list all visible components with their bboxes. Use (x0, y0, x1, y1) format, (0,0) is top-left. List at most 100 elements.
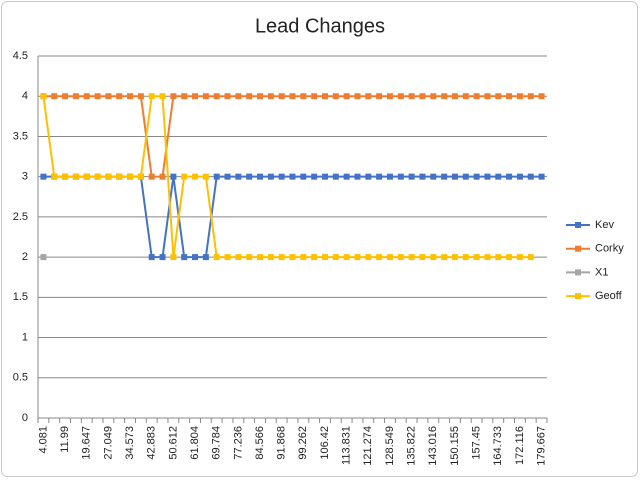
marker (94, 173, 101, 180)
marker (376, 173, 383, 180)
legend-label: Geoff (595, 290, 623, 302)
marker (202, 254, 209, 261)
marker (267, 173, 274, 180)
y-tick-label: 2 (22, 251, 28, 263)
marker (419, 254, 426, 261)
y-tick-label: 0.5 (13, 372, 28, 384)
marker (408, 173, 415, 180)
chart-title: Lead Changes (255, 15, 385, 37)
marker (170, 93, 177, 100)
marker (159, 254, 166, 261)
marker (192, 173, 199, 180)
marker (516, 173, 523, 180)
marker (289, 93, 296, 100)
marker (159, 173, 166, 180)
marker (224, 173, 231, 180)
y-tick-label: 4.5 (13, 50, 28, 62)
marker (202, 93, 209, 100)
marker (506, 254, 513, 261)
marker (137, 93, 144, 100)
marker (311, 93, 318, 100)
legend-marker (575, 269, 581, 276)
x-tick-label: 4.081 (37, 426, 49, 454)
marker (235, 254, 242, 261)
marker (105, 173, 112, 180)
marker (62, 173, 69, 180)
marker (72, 93, 79, 100)
marker (451, 173, 458, 180)
x-tick-label: 179.667 (535, 426, 547, 466)
x-tick-label: 143.016 (427, 426, 439, 466)
marker (116, 173, 123, 180)
marker (51, 173, 58, 180)
marker (148, 173, 155, 180)
marker (419, 173, 426, 180)
marker (343, 173, 350, 180)
marker (354, 173, 361, 180)
marker (159, 93, 166, 100)
marker (332, 254, 339, 261)
marker (40, 173, 47, 180)
x-tick-label: 69.784 (211, 426, 223, 460)
marker (181, 173, 188, 180)
marker (267, 93, 274, 100)
legend-label: Kev (595, 219, 614, 231)
x-tick-label: 113.831 (341, 426, 353, 465)
marker (516, 93, 523, 100)
marker (321, 93, 328, 100)
marker (257, 173, 264, 180)
marker (527, 173, 534, 180)
marker (354, 93, 361, 100)
marker (397, 93, 404, 100)
marker (473, 173, 480, 180)
series-line (42, 95, 531, 259)
marker (213, 93, 220, 100)
marker (495, 254, 502, 261)
marker (181, 93, 188, 100)
marker (365, 254, 372, 261)
x-tick-label: 99.262 (297, 426, 309, 460)
marker (62, 93, 69, 100)
marker (224, 254, 231, 261)
x-tick-label: 34.573 (124, 426, 136, 460)
marker (462, 93, 469, 100)
marker (311, 173, 318, 180)
marker (441, 254, 448, 261)
marker (300, 93, 307, 100)
marker (224, 93, 231, 100)
marker (289, 173, 296, 180)
marker (300, 173, 307, 180)
marker (430, 254, 437, 261)
y-tick-label: 4 (22, 90, 28, 102)
marker (516, 254, 523, 261)
marker (116, 93, 123, 100)
marker (473, 93, 480, 100)
marker (235, 93, 242, 100)
marker (40, 254, 47, 261)
marker (72, 173, 79, 180)
marker (365, 93, 372, 100)
marker (397, 173, 404, 180)
marker (213, 173, 220, 180)
y-tick-label: 1 (22, 331, 28, 343)
marker (538, 173, 545, 180)
marker (538, 93, 545, 100)
marker (441, 93, 448, 100)
marker (462, 254, 469, 261)
x-tick-label: 91.868 (276, 426, 288, 460)
marker (527, 93, 534, 100)
marker (321, 254, 328, 261)
marker (257, 93, 264, 100)
marker (321, 173, 328, 180)
marker (278, 254, 285, 261)
marker (343, 254, 350, 261)
y-tick-label: 3 (22, 171, 28, 183)
marker (386, 254, 393, 261)
marker (343, 93, 350, 100)
marker (506, 173, 513, 180)
legend-marker (575, 222, 581, 228)
marker (430, 93, 437, 100)
marker (484, 254, 491, 261)
marker (484, 173, 491, 180)
